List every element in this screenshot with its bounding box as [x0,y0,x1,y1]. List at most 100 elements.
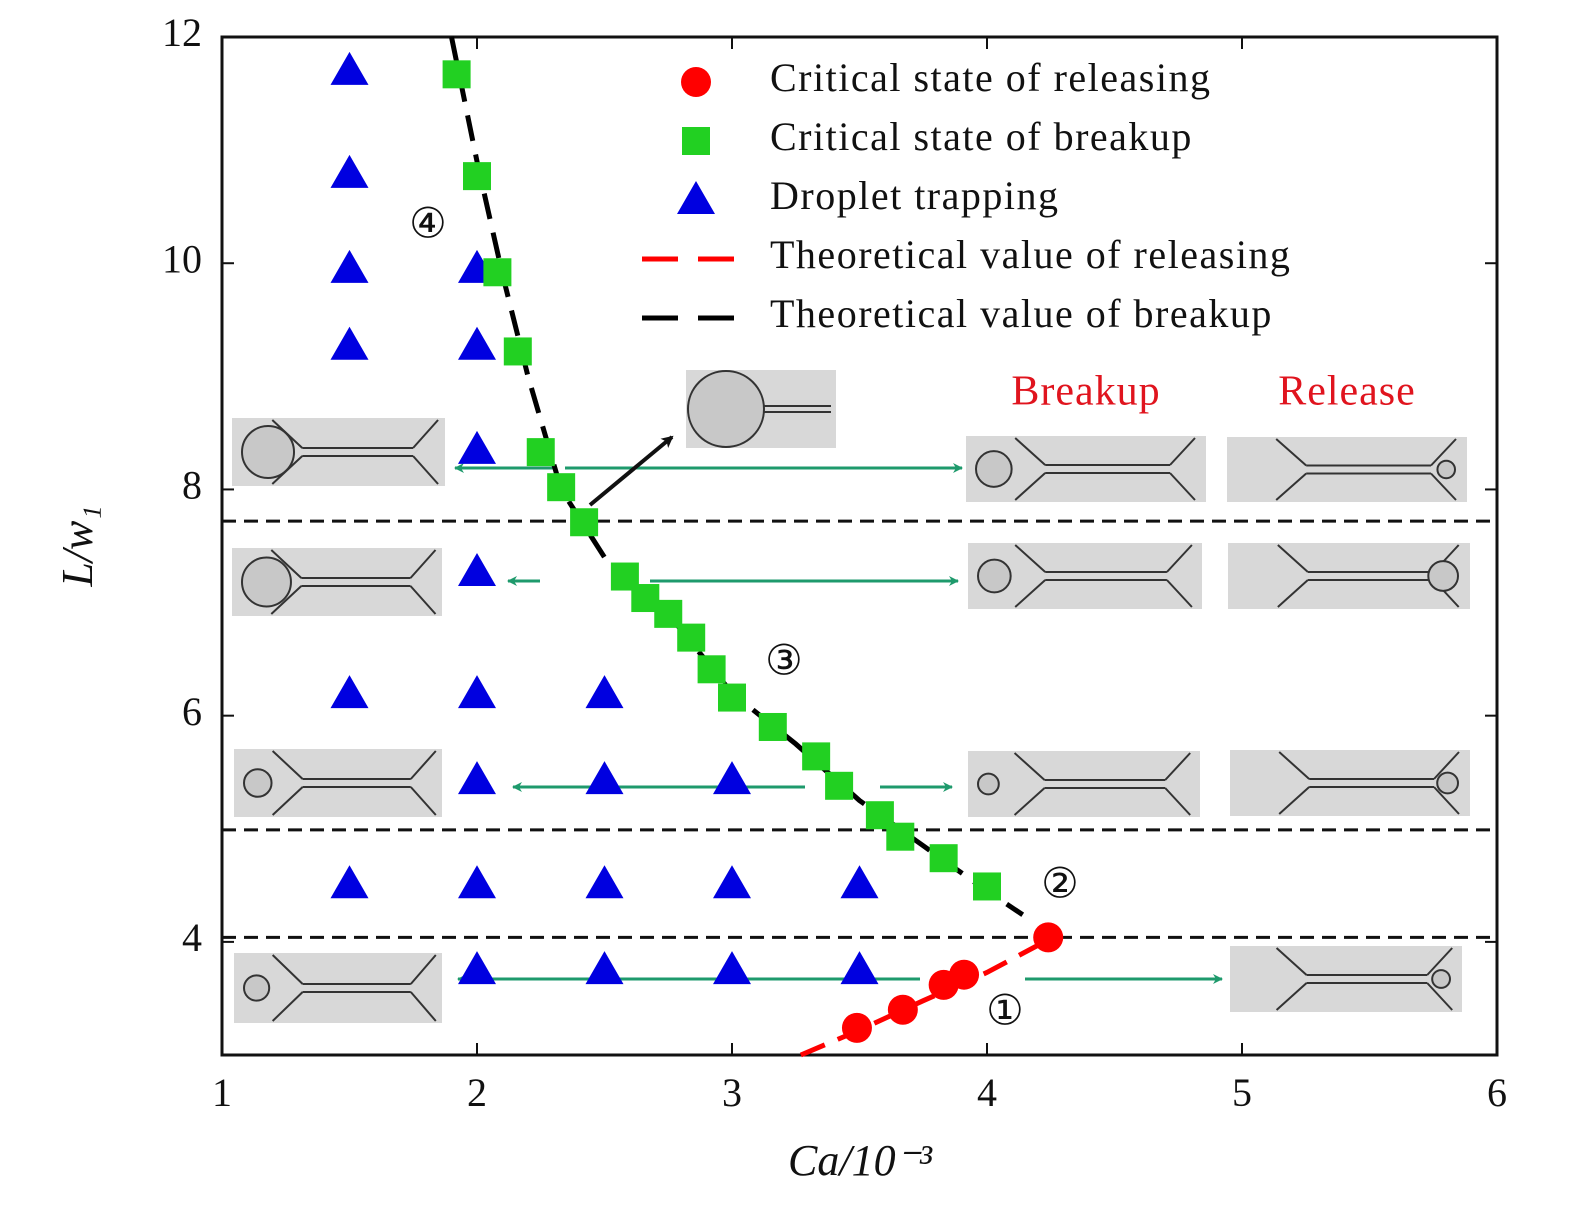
channel [412,419,439,449]
point [330,675,369,709]
point [677,623,706,652]
legend-label: Theoretical value of releasing [770,232,1291,277]
snapshot [968,751,1200,817]
channel [412,455,439,485]
snapshot-bg [1230,750,1470,816]
x-tick-label: 4 [977,1070,997,1115]
droplet [1436,459,1456,480]
x-tick-label: 6 [1487,1070,1507,1115]
channel [1430,438,1457,467]
annotation: ① [986,989,1024,1035]
channel [1014,472,1046,501]
point [840,951,879,985]
point [458,675,496,709]
x-axis-label: Ca/10⁻³ [788,1136,933,1185]
snapshot [232,548,442,616]
droplet [977,558,1012,594]
snapshot [232,418,445,486]
arrow [588,435,674,507]
point [585,675,624,709]
point [442,60,471,89]
point [825,771,854,800]
y-tick-label: 10 [162,236,202,281]
point [585,761,624,795]
legend-label: Critical state of releasing [770,55,1211,100]
snapshot [1227,437,1467,502]
point [458,865,496,899]
snapshot [234,749,442,817]
y-tick-label: 12 [162,10,202,55]
point [585,951,624,985]
point [841,1012,872,1043]
x-tick-label: 5 [1232,1070,1252,1115]
channel [1275,947,1308,976]
channel [1169,472,1196,501]
droplet [241,556,292,608]
point [463,162,491,191]
snapshot [1230,946,1462,1012]
point [330,865,369,899]
channel [271,991,304,1022]
channel [1277,544,1309,573]
annotation: Release [1278,369,1416,415]
channel [1430,472,1457,501]
legend-label: Critical state of breakup [770,114,1193,159]
channel [1433,751,1460,780]
channel [1013,752,1046,781]
legend-swatch [682,127,710,155]
droplet [1427,560,1460,592]
droplet [241,424,296,480]
legend-label: Droplet trapping [770,173,1060,218]
point [802,742,831,771]
channel [1014,437,1046,466]
channel [1166,579,1193,608]
channel [1433,786,1460,815]
droplet [242,768,273,798]
y-tick-label: 8 [182,463,202,508]
point [526,438,555,467]
channel [1166,544,1193,573]
channel [1275,472,1307,501]
snapshot [686,370,836,448]
point [483,258,512,287]
point [458,553,496,587]
point [570,508,599,537]
channel [410,954,437,985]
channel [1278,786,1310,815]
point [929,844,958,873]
point [330,154,369,188]
channel [409,549,437,579]
point [458,430,496,464]
theory-line [799,936,1052,1058]
point [718,683,746,712]
y-tick-label: 4 [182,915,202,960]
point [887,994,918,1025]
point [840,865,879,899]
channel [1169,437,1196,466]
snapshot [234,953,442,1023]
droplet [1431,969,1451,989]
snapshot [1228,543,1470,609]
channel [1014,544,1046,573]
plot-frame [220,35,1499,1057]
snapshot-bg [968,751,1200,817]
point [458,326,496,360]
annotation: Breakup [1011,369,1160,415]
point [503,337,532,366]
channel [270,549,302,579]
y-axis-label: L/w₁ [53,505,102,587]
channel [1014,579,1046,608]
point [330,326,369,360]
channel [271,954,304,985]
point [713,951,751,985]
annotation: ③ [765,639,803,685]
x-tick-label: 2 [467,1070,487,1115]
point [886,822,915,851]
channel [1277,579,1309,608]
channel [1164,787,1191,816]
snapshot-bg [1227,437,1467,502]
channel [410,991,437,1022]
point [585,865,624,899]
droplet [1436,771,1459,795]
legend-swatch [681,67,711,97]
